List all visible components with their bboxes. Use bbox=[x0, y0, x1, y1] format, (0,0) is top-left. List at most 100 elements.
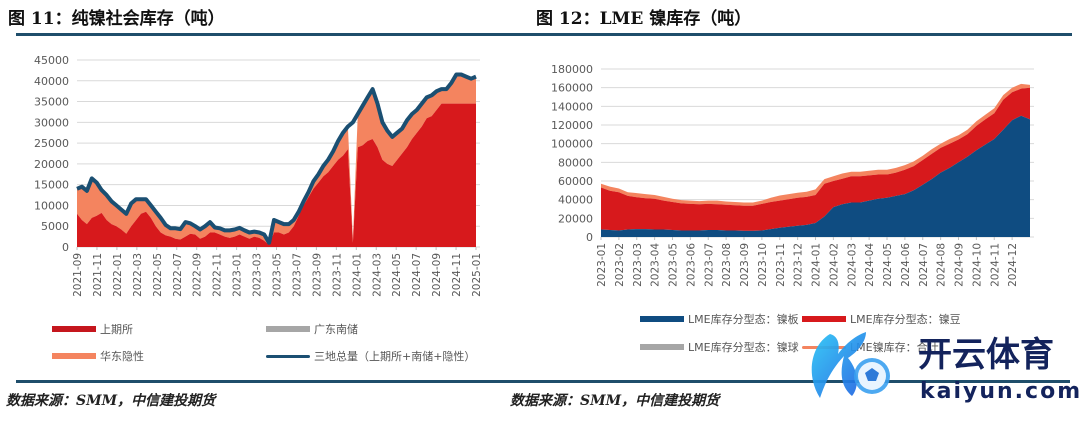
x-tick-label: 2023-01 bbox=[596, 243, 608, 287]
y-tick-label: 180000 bbox=[551, 63, 593, 76]
y-tick-label: 45000 bbox=[34, 54, 69, 67]
x-tick-label: 2024-06 bbox=[900, 243, 912, 287]
x-tick-label: 2024-10 bbox=[971, 243, 983, 287]
source-note-left: 数据来源：SMM，中信建投期货 bbox=[6, 393, 216, 409]
x-tick-label: 2022-11 bbox=[212, 253, 224, 297]
x-tick-label: 2023-01 bbox=[232, 253, 244, 297]
bottom-rule-right bbox=[506, 380, 1070, 383]
x-tick-label: 2024-02 bbox=[828, 243, 840, 287]
y-tick-label: 40000 bbox=[558, 194, 593, 207]
x-tick-label: 2024-03 bbox=[371, 253, 383, 297]
y-tick-label: 100000 bbox=[551, 138, 593, 151]
x-tick-label: 2025-01 bbox=[471, 253, 483, 297]
legend-item-guangdong: 广东南储 bbox=[266, 321, 358, 337]
y-tick-label: 20000 bbox=[34, 158, 69, 171]
x-tick-label: 2024-01 bbox=[811, 243, 823, 287]
y-tick-label: 80000 bbox=[558, 156, 593, 169]
watermark-logo-icon: 开云体育 kaiyun.com bbox=[811, 332, 1080, 404]
x-tick-label: 2023-04 bbox=[650, 243, 662, 287]
chart-title-left: 图 11：纯镍社会库存（吨） bbox=[8, 9, 225, 29]
watermark-domain: kaiyun.com bbox=[920, 379, 1080, 404]
legend-label: 三地总量（上期所+南储+隐性） bbox=[314, 350, 476, 363]
legend-label: LME库存分型态：镍豆 bbox=[850, 313, 961, 326]
y-tick-label: 120000 bbox=[551, 119, 593, 132]
x-tick-label: 2023-07 bbox=[703, 243, 715, 287]
x-tick-label: 2023-03 bbox=[632, 243, 644, 287]
y-tick-label: 0 bbox=[586, 231, 593, 244]
x-tick-label: 2023-05 bbox=[668, 243, 680, 287]
legend-label: 广东南储 bbox=[314, 323, 358, 336]
y-tick-label: 60000 bbox=[558, 175, 593, 188]
x-tick-label: 2023-12 bbox=[793, 243, 805, 287]
source-note-right: 数据来源：SMM，中信建投期货 bbox=[510, 393, 720, 409]
x-tick-label: 2022-05 bbox=[152, 253, 164, 297]
x-tick-label: 2024-03 bbox=[846, 243, 858, 287]
x-tick-label: 2024-12 bbox=[1007, 243, 1019, 287]
x-tick-label: 2024-09 bbox=[954, 243, 966, 287]
bottom-rule-left bbox=[16, 380, 506, 383]
legend-label: 上期所 bbox=[100, 323, 133, 336]
y-tick-label: 20000 bbox=[558, 212, 593, 225]
x-tick-label: 2023-09 bbox=[311, 253, 323, 297]
title-rule-left bbox=[16, 33, 506, 36]
x-tick-label: 2024-05 bbox=[391, 253, 403, 297]
x-tick-label: 2024-09 bbox=[431, 253, 443, 297]
x-tick-label: 2023-05 bbox=[272, 253, 284, 297]
legend-swatch-briquette bbox=[802, 316, 846, 322]
y-tick-label: 5000 bbox=[41, 220, 69, 233]
x-tick-label: 2021-09 bbox=[72, 253, 84, 297]
legend-swatch-east-china bbox=[52, 353, 96, 359]
legend-label: LME库存分型态：镍板 bbox=[688, 313, 799, 326]
legend-item-total: 三地总量（上期所+南储+隐性） bbox=[266, 348, 475, 364]
x-tick-label: 2023-02 bbox=[614, 243, 626, 287]
x-tick-label: 2023-11 bbox=[331, 253, 343, 297]
series-area-briquette bbox=[601, 87, 1030, 231]
x-tick-label: 2022-09 bbox=[192, 253, 204, 297]
x-tick-label: 2022-01 bbox=[112, 253, 124, 297]
legend-item-east-china: 华东隐性 bbox=[52, 348, 144, 364]
x-tick-label: 2024-04 bbox=[864, 243, 876, 287]
y-tick-label: 25000 bbox=[34, 137, 69, 150]
x-tick-label: 2023-10 bbox=[757, 243, 769, 287]
x-tick-label: 2022-03 bbox=[132, 253, 144, 297]
x-tick-label: 2023-08 bbox=[721, 243, 733, 287]
y-tick-label: 30000 bbox=[34, 116, 69, 129]
legend-swatch-guangdong bbox=[266, 326, 310, 332]
legend-item-briquette: LME库存分型态：镍豆 bbox=[802, 311, 961, 327]
chart-title-right: 图 12：LME 镍库存（吨） bbox=[536, 9, 752, 29]
x-tick-label: 2023-06 bbox=[685, 243, 697, 287]
x-tick-label: 2024-07 bbox=[918, 243, 930, 287]
x-tick-label: 2023-09 bbox=[739, 243, 751, 287]
legend-swatch-total bbox=[266, 354, 310, 358]
legend-label: LME镍库存：合计 bbox=[850, 341, 939, 354]
y-tick-label: 10000 bbox=[34, 199, 69, 212]
x-tick-label: 2023-11 bbox=[775, 243, 787, 287]
series-line-total bbox=[76, 72, 477, 245]
x-tick-label: 2024-05 bbox=[882, 243, 894, 287]
y-tick-label: 40000 bbox=[34, 75, 69, 88]
x-tick-label: 2022-07 bbox=[172, 253, 184, 297]
watermark-brand: 开云体育 bbox=[918, 335, 1054, 375]
legend-swatch-plate bbox=[640, 316, 684, 322]
x-tick-label: 2024-11 bbox=[989, 243, 1001, 287]
y-tick-label: 140000 bbox=[551, 100, 593, 113]
legend-item-shfe: 上期所 bbox=[52, 321, 133, 337]
series-area-shfe bbox=[77, 103, 476, 247]
series-area-east-china bbox=[77, 74, 476, 245]
y-tick-label: 0 bbox=[62, 241, 69, 254]
legend-swatch-ball bbox=[640, 344, 684, 350]
series-area-plate bbox=[601, 115, 1030, 237]
y-tick-label: 15000 bbox=[34, 179, 69, 192]
legend-label: 华东隐性 bbox=[100, 350, 144, 363]
x-tick-label: 2024-01 bbox=[351, 253, 363, 297]
series-area-lme-total bbox=[601, 83, 1030, 206]
legend-swatch-shfe bbox=[52, 326, 96, 332]
y-tick-label: 160000 bbox=[551, 82, 593, 95]
x-tick-label: 2024-11 bbox=[451, 253, 463, 297]
legend-item-ball: LME库存分型态：镍球 bbox=[640, 339, 799, 355]
x-tick-label: 2024-07 bbox=[411, 253, 423, 297]
chart-left: 0 5000 10000 15000 20000 25000 30000 35000 40000… bbox=[34, 54, 483, 297]
legend-label: LME库存分型态：镍球 bbox=[688, 341, 799, 354]
watermark: 开云体育 kaiyun.com bbox=[800, 326, 1080, 406]
chart-right: 0 20000 40000 60000 80000 100000 120000 140000 1… bbox=[551, 63, 1034, 287]
